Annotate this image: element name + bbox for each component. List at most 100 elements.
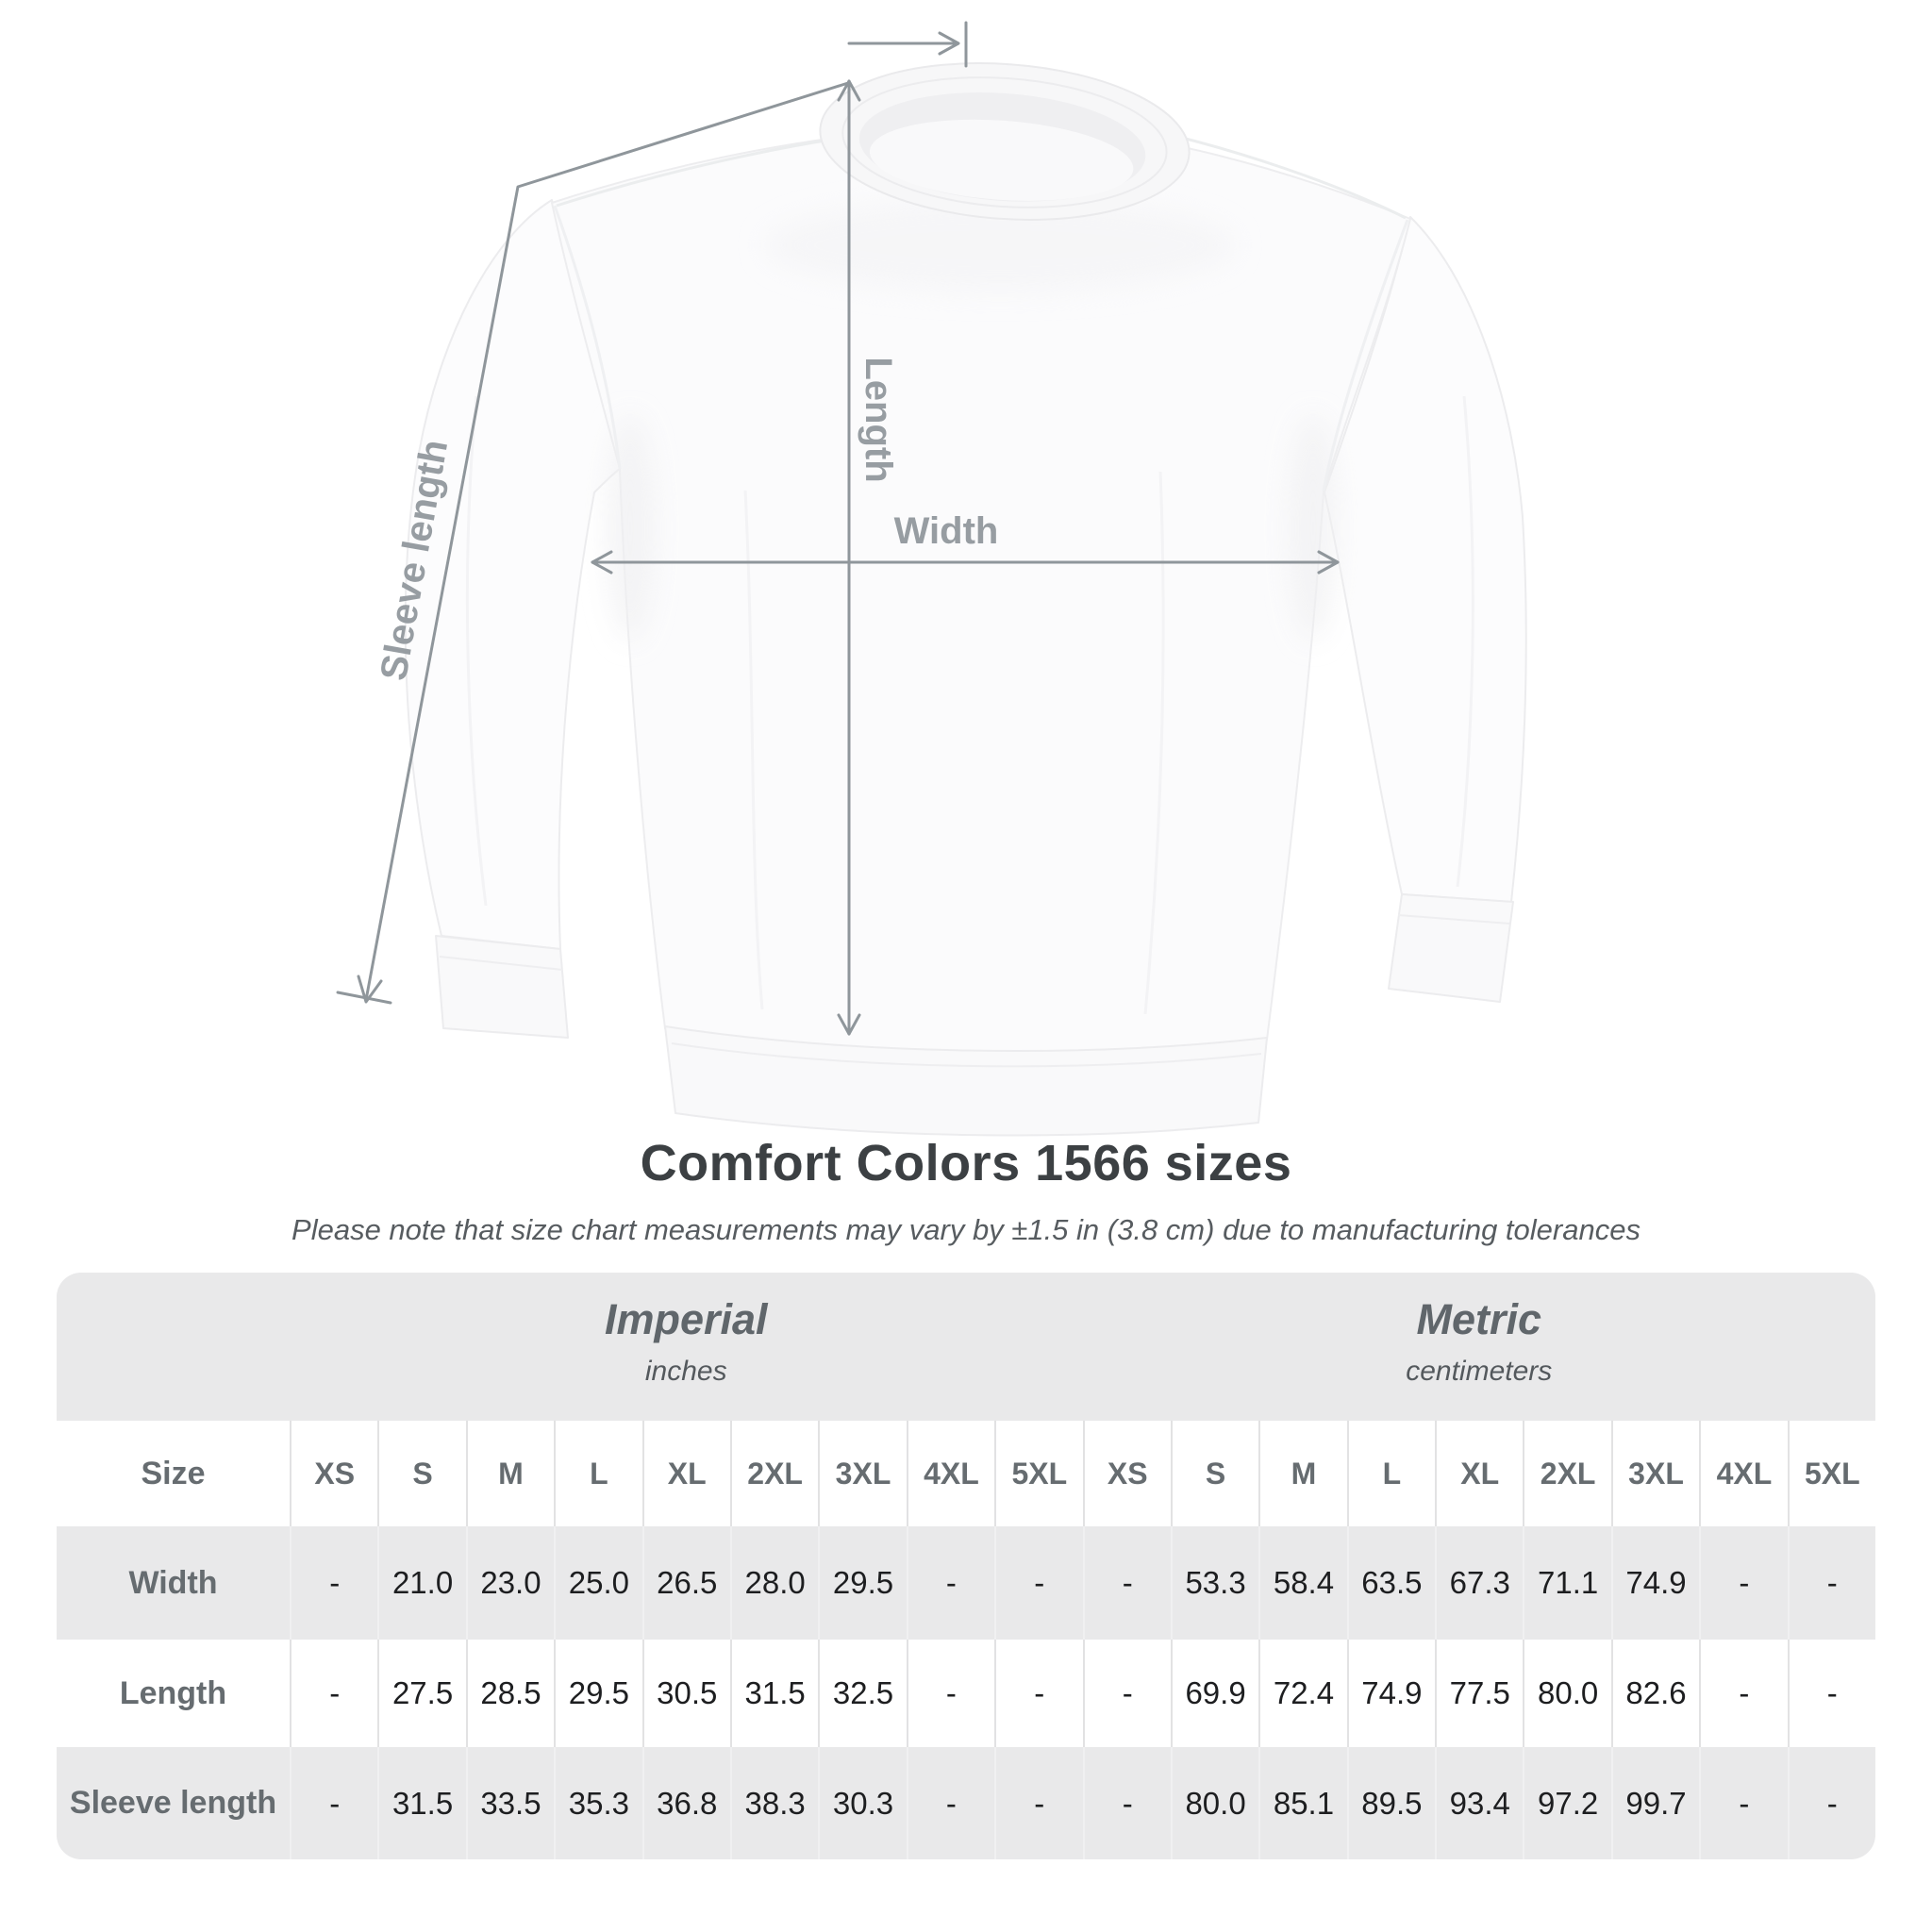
- value-cell: 63.5: [1346, 1526, 1435, 1640]
- length-imperial-values: -27.5 28.5 29.5 30.5 31.5 32.5- -: [290, 1640, 1083, 1747]
- value-cell: 58.4: [1258, 1526, 1346, 1640]
- value-cell: 31.5: [729, 1640, 818, 1747]
- value-cell: 71.1: [1523, 1526, 1610, 1640]
- value-cell: -: [1699, 1640, 1787, 1747]
- value-cell: 31.5: [377, 1747, 465, 1859]
- value-cell: 99.7: [1610, 1747, 1699, 1859]
- value-cell: 29.5: [818, 1526, 906, 1640]
- unit-header-imperial: Imperial inches: [290, 1273, 1083, 1421]
- size-table: Imperial inches Metric centimeters Size …: [57, 1273, 1875, 1859]
- value-cell: 97.2: [1523, 1747, 1610, 1859]
- value-cell: -: [1787, 1747, 1875, 1859]
- value-cell: -: [1699, 1526, 1787, 1640]
- sweatshirt-measurement-figure: Length Width Sleeve length: [336, 21, 1527, 1137]
- value-cell: 53.3: [1170, 1526, 1258, 1640]
- value-cell: 80.0: [1523, 1640, 1610, 1747]
- value-cell: 82.6: [1610, 1640, 1699, 1747]
- value-cell: -: [1787, 1640, 1875, 1747]
- value-cell: -: [1699, 1747, 1787, 1859]
- sleeve-top-arrowhead: [938, 31, 960, 56]
- imperial-subtitle: inches: [644, 1356, 727, 1387]
- value-cell: 26.5: [641, 1526, 730, 1640]
- length-arrow: [837, 79, 861, 1036]
- value-cell: 29.5: [554, 1640, 641, 1747]
- size-header-row: Size XS S M L XL 2XL 3XL 4XL 5XL XS S M L XL 2XL 3XL 4X…: [57, 1421, 1875, 1526]
- row-label-length: Length: [119, 1674, 227, 1711]
- size-column-header: 5XL: [1787, 1421, 1875, 1526]
- unit-header-spacer: [57, 1273, 290, 1421]
- value-cell: -: [1082, 1526, 1171, 1640]
- body-crease-2: [1143, 471, 1165, 1015]
- size-columns-imperial: XS S M L XL 2XL 3XL 4XL 5XL: [290, 1421, 1083, 1526]
- width-metric-values: -53.3 58.4 63.5 67.3 71.1 74.9- -: [1082, 1526, 1876, 1640]
- size-column-header: XL: [1435, 1421, 1523, 1526]
- shade-left-underarm: [606, 415, 655, 641]
- size-column-header: L: [1346, 1421, 1435, 1526]
- value-cell: 23.0: [465, 1526, 554, 1640]
- value-cell: -: [906, 1640, 994, 1747]
- width-arrow: [591, 550, 1340, 575]
- sleeve-length-arrow: [336, 21, 968, 1005]
- page-subtitle: Please note that size chart measurements…: [291, 1213, 1641, 1246]
- size-column-header: M: [465, 1421, 554, 1526]
- unit-header-metric: Metric centimeters: [1083, 1273, 1876, 1421]
- table-row-width: Width -21.0 23.0 25.0 26.5 28.0 29.5- - -53.3 5…: [57, 1526, 1875, 1640]
- value-cell: 85.1: [1258, 1747, 1346, 1859]
- value-cell: 89.5: [1346, 1747, 1435, 1859]
- row-label-width: Width: [128, 1564, 218, 1601]
- width-imperial-values: -21.0 23.0 25.0 26.5 28.0 29.5- -: [290, 1526, 1083, 1640]
- row-label-sleeve-length: Sleeve length: [69, 1785, 277, 1821]
- table-row-length: Length -27.5 28.5 29.5 30.5 31.5 32.5- - -69.9…: [57, 1640, 1875, 1747]
- value-cell: 69.9: [1170, 1640, 1258, 1747]
- value-cell: -: [994, 1640, 1082, 1747]
- length-top-arrowhead: [837, 79, 861, 102]
- imperial-title: Imperial: [604, 1295, 768, 1343]
- width-right-arrowhead: [1317, 550, 1340, 575]
- sleeve-crease-left: [465, 395, 488, 907]
- value-cell: 74.9: [1610, 1526, 1699, 1640]
- left-armhole-seam: [553, 205, 622, 470]
- value-cell: 28.0: [729, 1526, 818, 1640]
- size-column-header: 4XL: [1699, 1421, 1787, 1526]
- value-cell: 93.4: [1435, 1747, 1523, 1859]
- shade-right-underarm: [1289, 415, 1338, 641]
- size-column-header: XS: [1082, 1421, 1171, 1526]
- value-cell: 35.3: [554, 1747, 641, 1859]
- value-cell: -: [290, 1640, 377, 1747]
- length-metric-values: -69.9 72.4 74.9 77.5 80.0 82.6- -: [1082, 1640, 1876, 1747]
- sleeve-bottom-arrowhead: [357, 974, 383, 1004]
- sweatshirt-figure-svg: Length Width Sleeve length: [336, 21, 1527, 1137]
- right-cuff-seam: [1397, 914, 1510, 924]
- shade-chest: [764, 198, 1236, 292]
- size-column-header: XL: [641, 1421, 730, 1526]
- size-column-header: 2XL: [729, 1421, 818, 1526]
- sleeve-bottom-tick: [336, 991, 392, 1005]
- size-columns-metric: XS S M L XL 2XL 3XL 4XL 5XL: [1082, 1421, 1876, 1526]
- value-cell: 27.5: [377, 1640, 465, 1747]
- table-row-sleeve-length: Sleeve length -31.5 33.5 35.3 36.8 38.3 30.3-…: [57, 1747, 1875, 1859]
- value-cell: -: [906, 1526, 994, 1640]
- length-bottom-arrowhead: [837, 1013, 861, 1036]
- size-column-header: 3XL: [1610, 1421, 1699, 1526]
- value-cell: -: [1082, 1640, 1171, 1747]
- size-column-header: M: [1258, 1421, 1346, 1526]
- metric-subtitle: centimeters: [1406, 1356, 1553, 1387]
- value-cell: -: [290, 1747, 377, 1859]
- value-cell: 38.3: [729, 1747, 818, 1859]
- value-cell: 25.0: [554, 1526, 641, 1640]
- value-cell: 72.4: [1258, 1640, 1346, 1747]
- page-title: Comfort Colors 1566 sizes: [640, 1135, 1292, 1191]
- left-cuff-seam: [439, 956, 563, 971]
- size-column-header: L: [554, 1421, 641, 1526]
- value-cell: 32.5: [818, 1640, 906, 1747]
- collar: [819, 62, 1191, 221]
- value-cell: 33.5: [465, 1747, 554, 1859]
- size-column-header: XS: [290, 1421, 377, 1526]
- size-column-header: S: [377, 1421, 465, 1526]
- value-cell: 74.9: [1346, 1640, 1435, 1747]
- right-cuff: [1388, 893, 1514, 1003]
- sleeve-crease-right: [1456, 395, 1474, 888]
- waistband: [664, 1025, 1268, 1137]
- body-crease-1: [743, 490, 764, 1010]
